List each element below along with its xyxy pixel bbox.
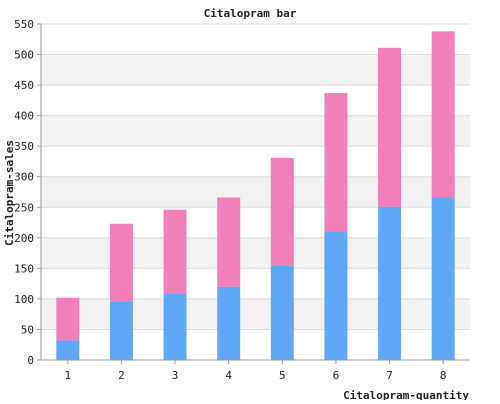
bar-segment-series-1-cat-6 <box>324 231 348 360</box>
bar-segment-series-2-cat-7 <box>378 47 402 207</box>
y-axis-label: Citalopram-sales <box>3 140 16 246</box>
y-tick-label: 350 <box>14 140 34 153</box>
bar-segment-series-2-cat-3 <box>163 209 187 295</box>
y-tick-label: 50 <box>21 323 34 336</box>
y-tick-label: 300 <box>14 171 34 184</box>
bar-segment-series-1-cat-8 <box>431 197 455 360</box>
x-tick-label: 5 <box>279 369 286 382</box>
grid-band <box>41 298 470 330</box>
y-tick-label: 200 <box>14 232 34 245</box>
bar-segment-series-1-cat-1 <box>56 340 80 360</box>
x-tick-label: 1 <box>65 369 72 382</box>
bar-segment-series-2-cat-6 <box>324 93 348 232</box>
x-axis-label: Citalopram-quantity <box>343 389 469 400</box>
bar-segment-series-1-cat-2 <box>109 301 133 360</box>
y-tick-label: 100 <box>14 293 34 306</box>
x-tick-label: 8 <box>440 369 447 382</box>
x-tick-label: 4 <box>225 369 232 382</box>
y-tick-label: 150 <box>14 262 34 275</box>
y-tick-label: 550 <box>14 18 34 31</box>
bar-segment-series-1-cat-7 <box>378 206 402 360</box>
x-tick-label: 6 <box>333 369 340 382</box>
x-tick-label: 2 <box>118 369 125 382</box>
grid-band <box>41 115 470 147</box>
y-tick-labels: 0 50 100 150 200 250 300 350 400 450 500 550 <box>14 18 34 367</box>
y-tick-label: 450 <box>14 79 34 92</box>
x-tick-labels: 1 2 3 4 5 6 7 8 <box>65 369 447 382</box>
bar-segment-series-2-cat-5 <box>270 157 294 266</box>
x-tick-label: 3 <box>172 369 179 382</box>
grid-band <box>41 54 470 86</box>
y-tick-label: 250 <box>14 201 34 214</box>
y-tick-label: 500 <box>14 49 34 62</box>
grid-band <box>41 237 470 269</box>
bar-segment-series-1-cat-4 <box>217 286 241 360</box>
bars <box>56 31 455 360</box>
bar-segment-series-1-cat-3 <box>163 294 187 360</box>
bar-segment-series-2-cat-4 <box>217 197 241 287</box>
grid-band <box>41 176 470 208</box>
y-tick-label: 400 <box>14 110 34 123</box>
background-bands <box>41 54 470 330</box>
bar-segment-series-1-cat-5 <box>270 265 294 360</box>
x-tick-label: 7 <box>386 369 393 382</box>
bar-segment-series-2-cat-2 <box>109 223 133 302</box>
chart-title: Citalopram bar <box>204 7 297 20</box>
y-tick-label: 0 <box>27 354 34 367</box>
bar-segment-series-2-cat-8 <box>431 31 455 198</box>
axes <box>37 23 470 364</box>
bar-segment-series-2-cat-1 <box>56 297 80 341</box>
